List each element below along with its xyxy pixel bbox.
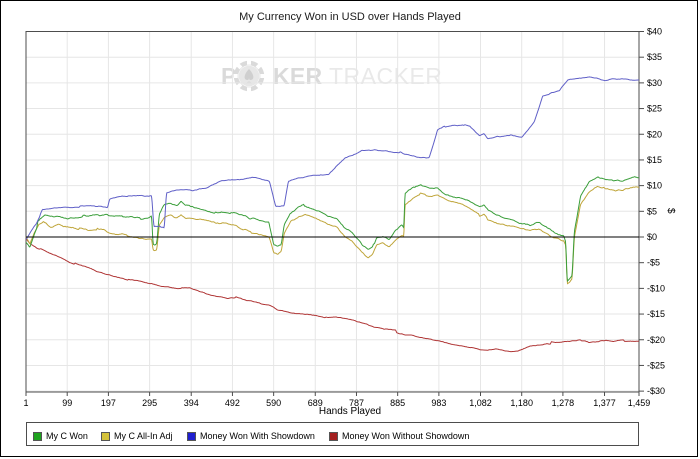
- svg-text:$5: $5: [647, 206, 657, 216]
- svg-text:-$15: -$15: [647, 309, 665, 319]
- svg-text:-$25: -$25: [647, 360, 665, 370]
- svg-text:$0: $0: [647, 232, 657, 242]
- svg-text:-$20: -$20: [647, 335, 665, 345]
- svg-text:-$30: -$30: [647, 386, 665, 396]
- svg-text:$15: $15: [647, 155, 662, 165]
- svg-text:$35: $35: [647, 52, 662, 62]
- svg-text:$30: $30: [647, 78, 662, 88]
- svg-text:-$10: -$10: [647, 283, 665, 293]
- svg-text:$10: $10: [647, 181, 662, 191]
- svg-text:$40: $40: [647, 27, 662, 37]
- svg-text:$25: $25: [647, 104, 662, 114]
- svg-text:TRACKER: TRACKER: [329, 63, 442, 89]
- svg-text:$20: $20: [647, 129, 662, 139]
- svg-text:-$5: -$5: [647, 258, 660, 268]
